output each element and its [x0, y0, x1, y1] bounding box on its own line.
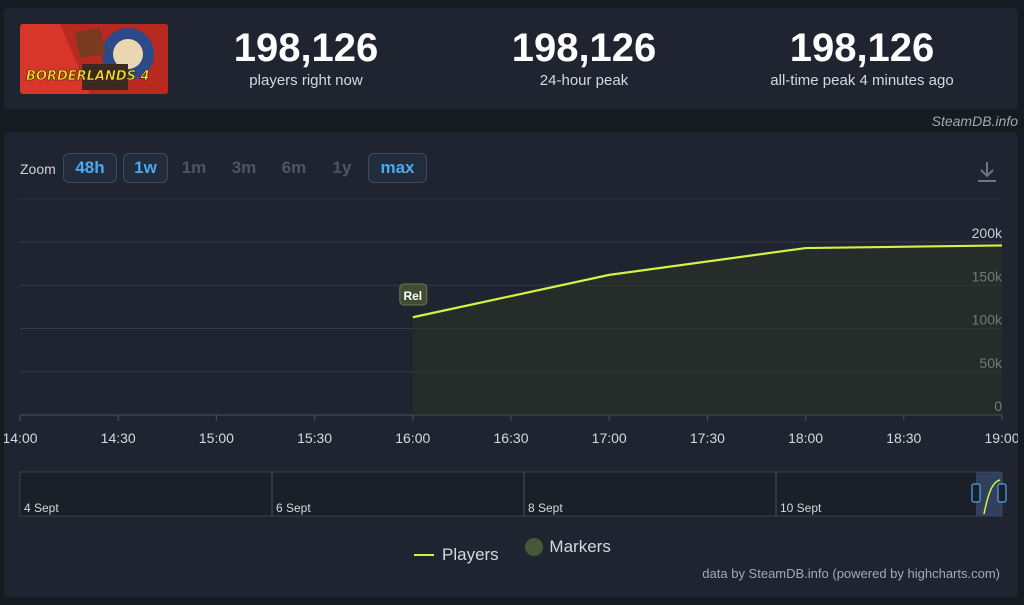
download-icon[interactable] [976, 160, 998, 184]
navigator-label: 8 Sept [528, 501, 563, 515]
stat-players-now: 198,126 players right now [176, 26, 436, 89]
legend-item-markers[interactable]: Markers [525, 537, 611, 557]
game-art-image: BORDERLANDS 4 [20, 24, 168, 94]
players-area [412, 245, 1002, 415]
x-tick-label: 17:00 [592, 430, 627, 446]
x-tick-label: 16:30 [493, 430, 528, 446]
players-series-line [412, 244, 1003, 319]
x-tick-label: 18:00 [788, 430, 823, 446]
legend-label: Players [442, 545, 499, 564]
x-tick-label: 18:30 [886, 430, 921, 446]
navigator-label: 6 Sept [276, 501, 311, 515]
x-tick-label: 15:00 [199, 430, 234, 446]
game-logo[interactable]: BORDERLANDS 4 [20, 24, 168, 94]
legend-item-players[interactable]: Players [414, 545, 499, 565]
chart-panel: Zoom 48h 1w 1m 3m 6m 1y max 050k100k150k… [4, 132, 1018, 597]
zoom-1w-button[interactable]: 1w [123, 153, 168, 183]
game-logo-text: BORDERLANDS 4 [26, 69, 150, 84]
zoom-3m-button[interactable]: 3m [231, 158, 257, 177]
zoom-1m-button[interactable]: 1m [181, 158, 207, 177]
zoom-48h-button[interactable]: 48h [63, 153, 117, 183]
stat-24h-peak: 198,126 24-hour peak [454, 26, 714, 89]
markers-dot-swatch [525, 538, 544, 556]
release-marker-flag [399, 283, 428, 306]
stat-label: players right now [249, 72, 363, 89]
zoom-max-button[interactable]: max [368, 153, 427, 183]
x-tick-label: 16:00 [395, 430, 430, 446]
stat-value: 198,126 [233, 26, 379, 70]
y-tick-label: 200k [972, 225, 1003, 241]
navigator-frame [19, 471, 1003, 517]
x-tick-label: 19:00 [984, 430, 1018, 446]
navigator-right-handle [997, 483, 1007, 503]
steamdb-credit[interactable]: SteamDB.info [931, 113, 1018, 129]
player-chart[interactable]: 050k100k150k200k14:0014:3015:0015:3016:0… [4, 132, 1018, 532]
stat-label: 24-hour peak [539, 72, 629, 89]
chart-legend: Players Markers [414, 537, 633, 565]
zoom-label: Zoom [20, 161, 56, 177]
x-tick-label: 14:30 [101, 430, 136, 446]
stat-all-time-peak: 198,126 all-time peak 4 minutes ago [732, 26, 992, 89]
stat-label: all-time peak 4 minutes ago [770, 72, 954, 89]
zoom-1y-button[interactable]: 1y [332, 158, 352, 177]
zoom-6m-button[interactable]: 6m [281, 158, 307, 177]
legend-label: Markers [549, 537, 611, 556]
x-tick-label: 14:00 [4, 430, 38, 446]
release-marker-label: Rel [403, 289, 422, 303]
highcharts-credit[interactable]: data by SteamDB.info (powered by highcha… [702, 566, 1000, 581]
stat-value: 198,126 [789, 26, 935, 70]
players-line-swatch [414, 554, 434, 556]
navigator-left-handle [971, 483, 981, 503]
stats-panel: BORDERLANDS 4 198,126 players right now … [4, 8, 1018, 109]
navigator-label: 4 Sept [24, 501, 59, 515]
x-tick-label: 17:30 [690, 430, 725, 446]
navigator-label: 10 Sept [780, 501, 822, 515]
x-tick-label: 15:30 [297, 430, 332, 446]
navigator-series-line [983, 479, 1001, 515]
stat-value: 198,126 [511, 26, 657, 70]
